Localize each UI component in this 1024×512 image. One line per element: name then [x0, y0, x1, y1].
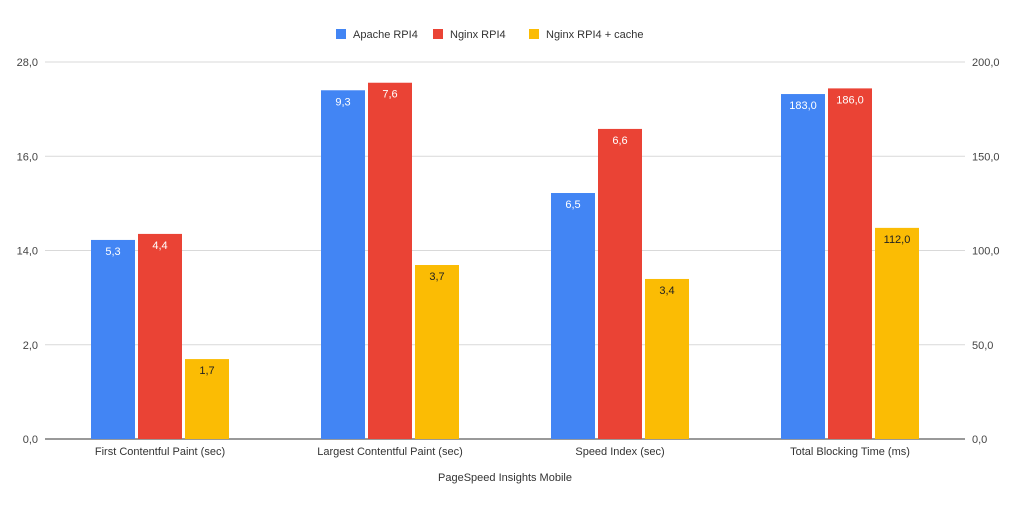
data-label: 4,4: [152, 240, 167, 252]
bar: [551, 193, 595, 439]
x-axis-title: PageSpeed Insights Mobile: [438, 472, 572, 484]
category-label: Speed Index (sec): [575, 446, 664, 458]
left-axis-tick: 0,0: [23, 434, 38, 446]
bar: [368, 82, 412, 440]
left-axis-tick: 2,0: [23, 340, 38, 352]
data-label: 6,6: [612, 135, 627, 147]
left-axis-tick: 16,0: [17, 151, 38, 163]
legend-label: Nginx RPI4 + cache: [546, 29, 644, 41]
data-label: 5,3: [105, 246, 120, 258]
data-label: 7,6: [382, 89, 397, 101]
legend-swatch: [336, 29, 346, 39]
data-label: 3,4: [659, 285, 674, 297]
category-label: Largest Contentful Paint (sec): [317, 446, 463, 458]
legend-label: Apache RPI4: [353, 29, 418, 41]
legend-swatch: [529, 29, 539, 39]
bar: [645, 278, 689, 439]
bar: [185, 359, 229, 439]
data-label: 183,0: [789, 100, 817, 112]
data-label: 3,7: [429, 271, 444, 283]
data-label: 6,5: [565, 199, 580, 211]
left-axis-tick: 28,0: [17, 57, 38, 69]
right-axis-tick: 0,0: [972, 434, 987, 446]
category-label: First Contentful Paint (sec): [95, 446, 225, 458]
bar: [91, 239, 135, 439]
right-axis-tick: 100,0: [972, 246, 1000, 258]
right-axis-tick: 150,0: [972, 151, 1000, 163]
bar: [875, 227, 919, 439]
bar: [781, 94, 825, 440]
category-label: Total Blocking Time (ms): [790, 446, 910, 458]
legend-swatch: [433, 29, 443, 39]
data-label: 186,0: [836, 94, 864, 106]
data-label: 112,0: [884, 234, 911, 246]
left-axis-tick: 14,0: [17, 246, 38, 258]
right-axis-tick: 50,0: [972, 340, 993, 352]
data-label: 1,7: [199, 365, 214, 377]
bar: [321, 90, 365, 440]
bar: [598, 128, 642, 440]
right-axis-tick: 200,0: [972, 57, 1000, 69]
legend-label: Nginx RPI4: [450, 29, 506, 41]
data-label: 9,3: [335, 96, 350, 108]
bar: [828, 88, 872, 439]
bar: [138, 233, 182, 439]
bar: [415, 265, 459, 439]
